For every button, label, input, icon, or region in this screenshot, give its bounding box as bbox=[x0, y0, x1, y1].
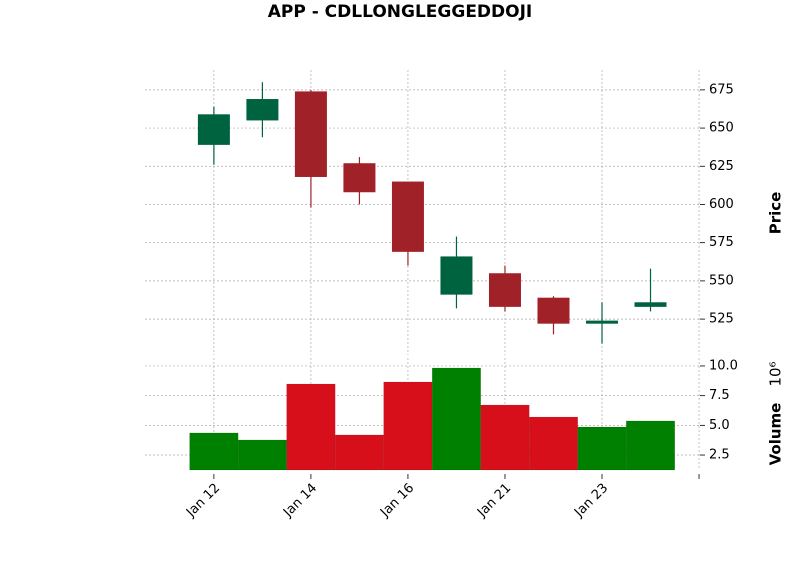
y2-tick-label: 10.0 bbox=[709, 358, 738, 373]
y-tick-label: 675 bbox=[709, 82, 734, 97]
candle-body bbox=[537, 297, 570, 324]
candle-body bbox=[197, 114, 230, 145]
candle-body bbox=[343, 163, 376, 193]
x-tick-label: Jan 12 bbox=[183, 481, 223, 521]
candle-body bbox=[391, 181, 424, 252]
x-tick-label: Jan 14 bbox=[280, 481, 320, 521]
y2-tick-label: 5.0 bbox=[709, 418, 730, 433]
candle-body bbox=[440, 256, 473, 295]
x-tick-label: Jan 23 bbox=[571, 481, 611, 521]
x-tick-label: Jan 16 bbox=[377, 481, 417, 521]
candle-body bbox=[488, 273, 521, 307]
y2-tick-label: 7.5 bbox=[709, 388, 730, 403]
candle-body bbox=[246, 99, 279, 121]
volume-bar bbox=[626, 420, 676, 471]
candle-body bbox=[586, 320, 619, 324]
volume-bar bbox=[189, 432, 239, 471]
volume-bar bbox=[480, 404, 530, 471]
volume-bar bbox=[431, 367, 481, 471]
y2-axis-label: Volume bbox=[767, 403, 785, 466]
y-tick-label: 650 bbox=[709, 121, 734, 136]
candle-body bbox=[634, 302, 667, 307]
volume-bar bbox=[577, 426, 627, 471]
y-tick-label: 525 bbox=[709, 312, 734, 327]
volume-bar bbox=[528, 416, 578, 471]
chart-title: APP - CDLLONGLEGGEDDOJI bbox=[268, 2, 533, 22]
y-axis-label: Price bbox=[767, 192, 785, 235]
y2-scale-label: 10⁶ bbox=[767, 361, 785, 386]
candle-body bbox=[294, 91, 327, 177]
y2-tick-label: 2.5 bbox=[709, 448, 730, 463]
y-tick-label: 600 bbox=[709, 197, 734, 212]
y-tick-label: 550 bbox=[709, 273, 734, 288]
x-tick-label: Jan 21 bbox=[474, 481, 514, 521]
y-tick-label: 625 bbox=[709, 159, 734, 174]
y-tick-label: 575 bbox=[709, 235, 734, 250]
volume-bar bbox=[286, 383, 336, 471]
volume-bar bbox=[237, 439, 287, 471]
volume-bar bbox=[334, 434, 384, 471]
volume-bar bbox=[383, 381, 433, 471]
